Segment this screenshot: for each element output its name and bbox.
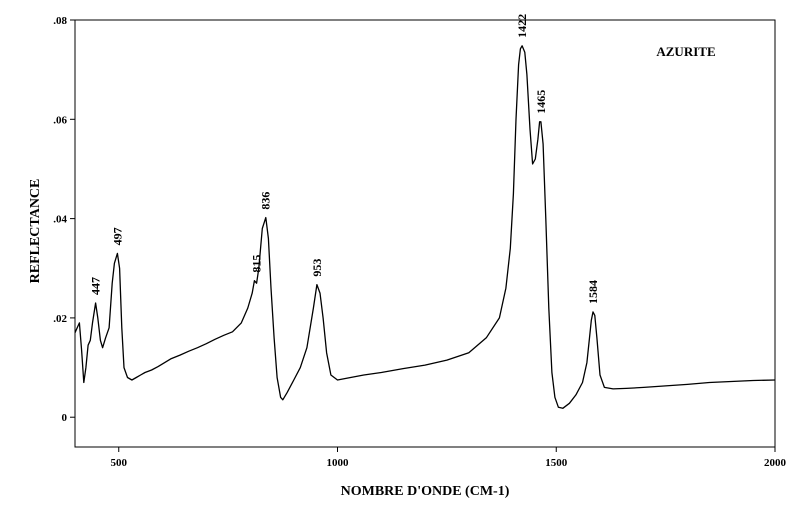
x-tick-label: 500	[111, 457, 128, 469]
reflectance-curve	[74, 45, 776, 409]
plot-frame	[74, 19, 776, 448]
peak-label: 497	[110, 227, 124, 245]
x-tick-label: 2000	[764, 457, 787, 469]
y-tick-label: .02	[53, 313, 67, 325]
y-axis: 0 .02 .04 .06 .08	[53, 15, 75, 424]
x-axis-title: NOMBRE D'ONDE (CM-1)	[341, 484, 510, 499]
x-axis: 500 1000 1500 2000	[111, 447, 787, 469]
peak-label: 447	[89, 277, 103, 295]
y-tick-label: 0	[62, 412, 68, 424]
y-axis-title: REFLECTANCE	[28, 179, 43, 284]
x-tick-label: 1000	[327, 457, 350, 469]
peak-label: 836	[259, 192, 273, 210]
chart-title: AZURITE	[656, 44, 715, 59]
peak-label: 1584	[586, 280, 600, 304]
peak-label: 815	[250, 255, 264, 273]
y-tick-label: .06	[53, 114, 67, 126]
peak-label: 1422	[515, 14, 529, 38]
x-tick-label: 1500	[545, 457, 568, 469]
y-tick-label: .08	[53, 15, 67, 27]
peak-label: 1465	[534, 90, 548, 114]
peak-labels: 447 497 815 836 953 1422 1465 1584	[89, 14, 600, 304]
y-tick-label: .04	[53, 214, 67, 226]
peak-label: 953	[310, 259, 324, 277]
